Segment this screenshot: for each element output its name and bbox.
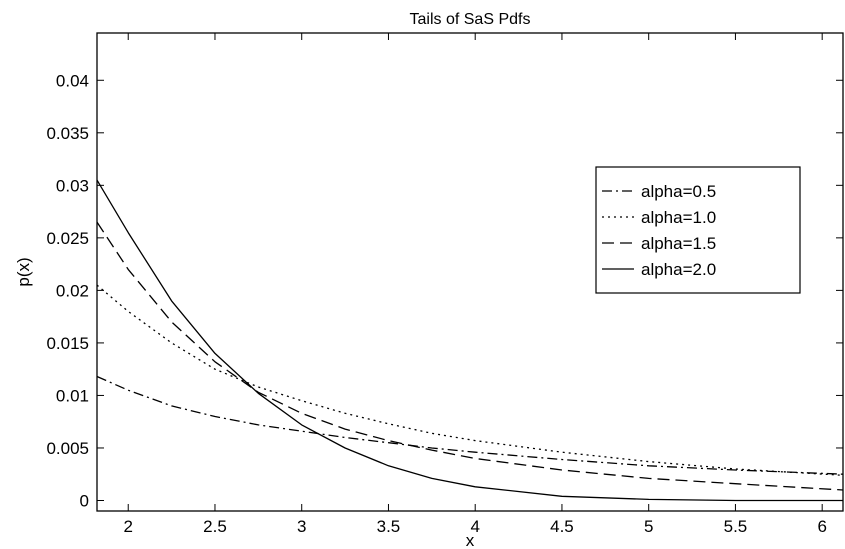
y-tick-label: 0.03 xyxy=(56,176,89,195)
y-tick-label: 0.02 xyxy=(56,281,89,300)
x-tick-label: 4.5 xyxy=(550,517,574,536)
legend: alpha=0.5 alpha=1.0 alpha=1.5 alpha=2.0 xyxy=(595,166,801,294)
x-tick-label: 2 xyxy=(123,517,132,536)
y-tick-label: 0.025 xyxy=(46,229,89,248)
y-tick-label: 0.01 xyxy=(56,386,89,405)
y-tick-label: 0.005 xyxy=(46,439,89,458)
x-tick-label: 3.5 xyxy=(377,517,401,536)
series-line-alpha-1-0 xyxy=(96,284,844,476)
y-ticks: 0 0.005 0.01 0.015 0.02 0.025 0.03 0.035 0.04 xyxy=(46,71,843,510)
x-tick-label: 3 xyxy=(297,517,306,536)
x-tick-label: 5.5 xyxy=(724,517,748,536)
x-tick-label: 4 xyxy=(470,517,479,536)
x-axis-label: x xyxy=(466,531,475,549)
legend-label: alpha=2.0 xyxy=(641,260,716,279)
x-ticks: 2 2.5 3 3.5 4 4.5 5 5.5 6 xyxy=(123,33,827,536)
y-axis-label: p(x) xyxy=(14,257,33,286)
x-tick-label: 5 xyxy=(644,517,653,536)
series-line-alpha-0-5 xyxy=(96,375,844,475)
y-tick-label: 0.04 xyxy=(56,71,89,90)
legend-box xyxy=(595,166,801,294)
legend-label: alpha=0.5 xyxy=(641,182,716,201)
legend-label: alpha=1.0 xyxy=(641,208,716,227)
series-group xyxy=(96,179,844,502)
series-line-alpha-2-0 xyxy=(96,179,843,502)
series-line-alpha-1-5 xyxy=(96,221,844,491)
chart-title: Tails of SaS Pdfs xyxy=(410,11,531,28)
legend-label: alpha=1.5 xyxy=(641,234,716,253)
x-tick-label: 2.5 xyxy=(203,517,227,536)
x-tick-label: 6 xyxy=(817,517,826,536)
y-tick-label: 0.015 xyxy=(46,334,89,353)
y-tick-label: 0.035 xyxy=(46,124,89,143)
y-tick-label: 0 xyxy=(80,491,89,510)
